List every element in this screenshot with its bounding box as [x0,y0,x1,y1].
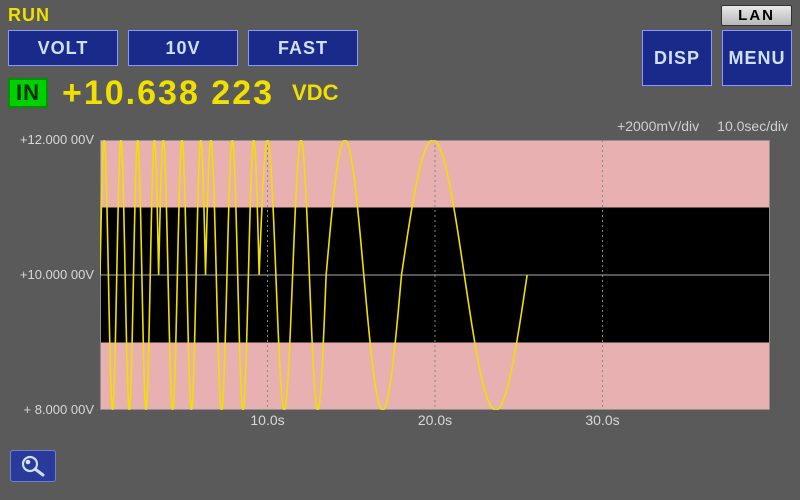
input-badge: IN [8,78,48,108]
x-axis-labels: 10.0s 20.0s 30.0s [100,412,770,432]
waveform-plot [100,140,770,410]
mode-range-button[interactable]: 10V [128,30,238,66]
lan-button[interactable]: LAN [721,5,792,26]
mode-speed-button[interactable]: FAST [248,30,358,66]
run-status: RUN [8,5,50,26]
top-bar: RUN LAN [8,4,792,26]
zoom-button[interactable] [10,450,56,482]
x-tick-label: 10.0s [250,412,284,428]
oscilloscope-screen: RUN LAN VOLT 10V FAST DISP MENU IN +10.6… [0,0,800,500]
y-tick-label: +12.000 00V [20,132,94,147]
mode-volt-button[interactable]: VOLT [8,30,118,66]
magnifier-icon [20,455,46,477]
reading-value: +10.638 223 [62,74,274,113]
x-div-info: 10.0sec/div [717,118,788,134]
division-info: +2000mV/div 10.0sec/div [617,118,788,134]
x-tick-label: 30.0s [585,412,619,428]
waveform-svg [100,140,770,410]
y-div-info: +2000mV/div [617,118,699,134]
y-axis-labels: + 8.000 00V+10.000 00V+12.000 00V [0,140,98,410]
reading-row: IN +10.638 223 VDC [8,72,792,114]
reading-unit: VDC [292,80,338,106]
y-tick-label: + 8.000 00V [24,402,94,417]
x-tick-label: 20.0s [418,412,452,428]
y-tick-label: +10.000 00V [20,267,94,282]
